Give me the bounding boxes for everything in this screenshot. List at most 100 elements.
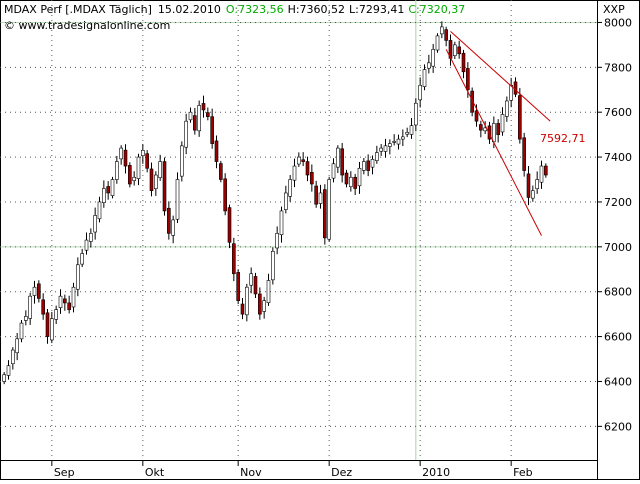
candle-up <box>505 100 509 117</box>
candle-up <box>89 233 93 242</box>
candle-up <box>500 114 505 133</box>
candle-down <box>223 178 227 212</box>
candle-up <box>58 295 63 308</box>
candle-up <box>180 145 184 177</box>
candle-up <box>336 147 340 168</box>
grid-lines <box>0 0 597 460</box>
candle-up <box>171 219 175 236</box>
candle-down <box>232 243 236 275</box>
candle-up <box>271 251 275 281</box>
candle-down <box>444 29 448 41</box>
candle-up <box>297 156 301 165</box>
y-tick-label: 6600 <box>604 331 632 344</box>
candle-down <box>513 81 518 95</box>
header-symbol: MDAX Perf [.MDAX Täglich] <box>4 3 152 16</box>
candle-up <box>284 192 288 210</box>
x-axis-ticks: Sep Okt Nov Dez 2010 Feb <box>51 460 533 479</box>
candle-down <box>479 124 483 131</box>
candle-up <box>292 165 297 181</box>
candle-down <box>366 160 370 171</box>
watermark: © www.tradesignalonline.com <box>4 19 170 32</box>
candle-up <box>119 147 123 160</box>
candle-up <box>50 318 54 341</box>
candle-down <box>227 207 232 243</box>
candle-down <box>323 189 327 239</box>
candle-up <box>54 309 58 320</box>
candle-up <box>115 161 119 180</box>
candle-up <box>392 141 396 143</box>
candle-down <box>167 207 171 234</box>
candle-up <box>370 159 375 168</box>
trendline-label: 7592,71 <box>540 132 586 145</box>
candle-up <box>249 273 253 286</box>
candle-down <box>344 172 349 185</box>
candle-up <box>84 239 89 251</box>
candle-up <box>535 179 539 190</box>
candle-up <box>440 26 444 35</box>
candle-down <box>353 176 357 189</box>
candle-up <box>136 156 141 179</box>
y-tick-label: 8000 <box>604 16 632 29</box>
candle-up <box>6 365 11 376</box>
candle-up <box>15 338 19 354</box>
candle-down <box>518 95 522 140</box>
candle-down <box>210 116 214 144</box>
header-high: H:7360,52 <box>288 3 345 16</box>
candle-down <box>236 272 240 301</box>
candle-up <box>197 105 201 132</box>
candle-down <box>457 46 461 55</box>
candle-down <box>474 110 479 122</box>
candle-up <box>28 295 32 319</box>
candle-up <box>262 300 266 312</box>
candle-down <box>193 115 197 131</box>
candle-down <box>63 298 67 304</box>
candle-down <box>470 90 474 113</box>
candle-up <box>414 102 418 126</box>
candle-up <box>509 84 513 101</box>
candle-up <box>318 192 323 204</box>
trendline-1 <box>445 49 542 236</box>
header-low: L:7293,41 <box>349 3 404 16</box>
candle-up <box>431 49 435 67</box>
candle-up <box>93 215 97 233</box>
candle-up <box>409 125 414 135</box>
candle-down <box>214 140 219 162</box>
candle-up <box>32 286 37 296</box>
candle-up <box>357 167 362 187</box>
candle-down <box>123 149 128 167</box>
candle-down <box>253 276 258 295</box>
candle-up <box>362 161 366 171</box>
candle-up <box>388 143 392 147</box>
candle-up <box>427 62 431 69</box>
candle-down <box>466 68 470 91</box>
candle-down <box>310 172 314 185</box>
y-tick-label: 6800 <box>604 286 632 299</box>
candle-down <box>128 165 132 185</box>
candle-up <box>102 188 106 203</box>
candle-down <box>219 163 223 180</box>
trendline-0 <box>450 31 551 122</box>
candle-up <box>531 190 535 199</box>
candle-up <box>19 322 24 340</box>
candle-up <box>154 174 158 190</box>
candle-up <box>396 138 401 145</box>
header-line: MDAX Perf [.MDAX Täglich] 15.02.2010 O:732… <box>4 3 465 16</box>
candle-up <box>349 176 353 187</box>
y-tick-label: 7200 <box>604 196 632 209</box>
candle-down <box>240 303 245 315</box>
candle-up <box>110 179 115 196</box>
candle-down <box>258 293 262 315</box>
candle-down <box>41 299 45 315</box>
candle-down <box>340 148 344 176</box>
x-tick-label: 2010 <box>422 466 450 479</box>
trendlines <box>445 31 551 236</box>
y-tick-label: 7400 <box>604 151 632 164</box>
y-tick-label: 6400 <box>604 375 632 388</box>
candle-up <box>288 179 292 197</box>
candle-up <box>80 253 84 265</box>
candle-up <box>184 120 188 148</box>
candle-up <box>375 152 379 161</box>
